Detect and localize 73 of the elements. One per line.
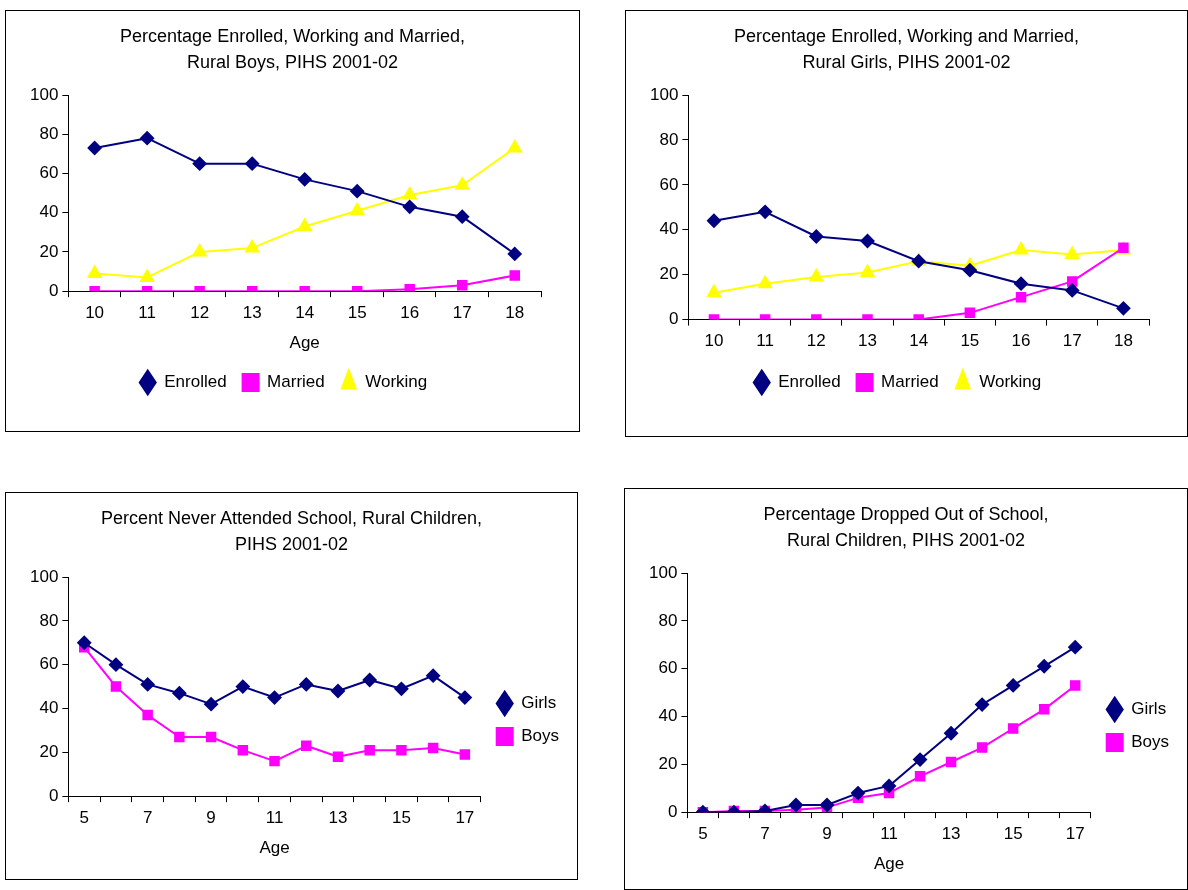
x-tick-label: 5 — [698, 824, 708, 844]
x-tick-label: 14 — [295, 303, 315, 323]
y-tick-label: 40 — [658, 706, 678, 726]
legend-label: Boys — [1131, 732, 1169, 752]
y-tick-label: 40 — [39, 202, 59, 222]
chart-title: Percentage Enrolled, Working and Married, Rural Girls, PIHS 2001-02 — [733, 25, 1080, 74]
x-tick-label: 13 — [242, 303, 262, 323]
x-tick-label: 15 — [1003, 824, 1023, 844]
legend-label: Enrolled — [778, 372, 841, 392]
x-tick-label: 11 — [138, 303, 156, 323]
x-tick-label: 7 — [142, 808, 153, 828]
x-tick-label: 17 — [455, 808, 475, 828]
x-tick-label: 18 — [1113, 331, 1133, 351]
x-tick-label: 13 — [328, 808, 348, 828]
x-tick-label: 13 — [858, 331, 877, 351]
y-tick-label: 0 — [667, 801, 678, 821]
x-tick-label: 10 — [85, 303, 105, 323]
y-tick-label: 60 — [39, 163, 59, 183]
legend-label: Girls — [521, 693, 557, 713]
x-tick-label: 17 — [1062, 331, 1082, 351]
x-axis-title: Age — [873, 854, 905, 874]
chart-title: Percentage Dropped Out of School, Rural Children, PIHS 2001-02 — [762, 503, 1050, 552]
y-tick-label: 80 — [39, 123, 59, 143]
legend-label: Working — [979, 372, 1042, 392]
x-tick-label: 12 — [190, 303, 210, 323]
chart-title: Percent Never Attended School, Rural Children, PIHS 2001-02 — [99, 507, 484, 556]
y-tick-label: 100 — [29, 84, 59, 104]
legend-label: Married — [267, 372, 325, 392]
y-tick-label: 60 — [659, 174, 679, 194]
y-tick-label: 40 — [659, 219, 679, 239]
x-tick-label: 16 — [1011, 331, 1031, 351]
y-tick-label: 60 — [39, 654, 59, 674]
x-tick-label: 5 — [79, 808, 89, 828]
x-tick-label: 12 — [806, 331, 826, 351]
legend-label: Married — [881, 372, 939, 392]
x-tick-label: 9 — [822, 824, 832, 844]
y-tick-label: 0 — [48, 280, 59, 300]
x-tick-label: 11 — [756, 331, 774, 351]
x-tick-label: 11 — [265, 808, 284, 828]
legend-label: Working — [365, 372, 428, 392]
y-tick-label: 100 — [649, 84, 679, 104]
x-axis-title: Age — [289, 333, 320, 353]
x-tick-label: 14 — [909, 331, 929, 351]
legend-label: Boys — [521, 726, 559, 746]
y-tick-label: 100 — [29, 566, 59, 586]
x-tick-label: 11 — [880, 824, 898, 844]
x-tick-label: 18 — [505, 303, 525, 323]
legend-label: Enrolled — [164, 372, 227, 392]
y-tick-label: 80 — [658, 610, 678, 630]
x-tick-label: 16 — [400, 303, 420, 323]
x-tick-label: 7 — [760, 824, 770, 844]
x-axis-title: Age — [259, 838, 290, 858]
y-tick-label: 20 — [658, 754, 678, 774]
x-tick-label: 13 — [941, 824, 961, 844]
x-tick-label: 9 — [206, 808, 216, 828]
y-tick-label: 0 — [48, 785, 59, 805]
y-tick-label: 0 — [668, 309, 679, 329]
y-tick-label: 60 — [658, 658, 678, 678]
chart-title: Percentage Enrolled, Working and Married, Rural Boys, PIHS 2001-02 — [119, 25, 466, 74]
y-tick-label: 40 — [39, 698, 59, 718]
x-tick-label: 15 — [391, 808, 411, 828]
y-tick-label: 20 — [659, 264, 679, 284]
x-tick-label: 10 — [704, 331, 724, 351]
x-tick-label: 15 — [347, 303, 367, 323]
y-tick-label: 80 — [659, 129, 679, 149]
y-tick-label: 20 — [39, 241, 59, 261]
x-tick-label: 15 — [960, 331, 980, 351]
legend-label: Girls — [1131, 699, 1167, 719]
x-tick-label: 17 — [452, 303, 472, 323]
y-tick-label: 80 — [39, 610, 59, 630]
y-tick-label: 100 — [648, 562, 678, 582]
x-tick-label: 17 — [1065, 824, 1085, 844]
y-tick-label: 20 — [39, 742, 59, 762]
